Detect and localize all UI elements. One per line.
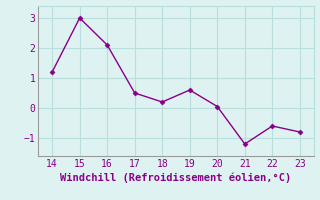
X-axis label: Windchill (Refroidissement éolien,°C): Windchill (Refroidissement éolien,°C) (60, 173, 292, 183)
